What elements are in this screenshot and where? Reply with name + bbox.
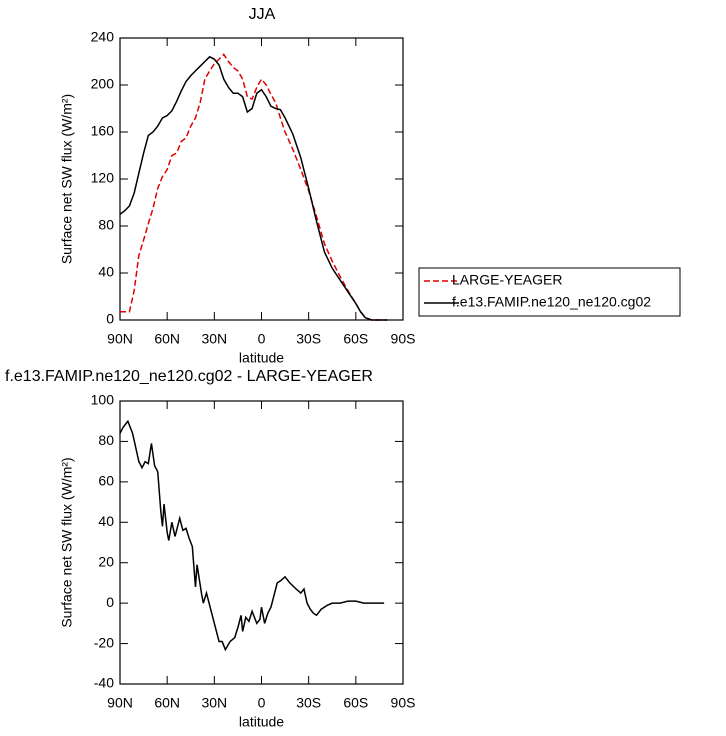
y-tick-label: 20 [98,553,114,569]
y-tick-label: -20 [94,634,114,650]
x-tick-label: 30S [296,695,321,711]
data-line [119,419,385,652]
y-tick-label: 60 [98,473,114,489]
x-tick-label: 60S [343,331,368,347]
y-tick-label: -40 [94,675,114,691]
y-tick-label: 120 [91,170,115,186]
x-tick-label: 30S [296,331,321,347]
plot-frame [119,400,404,685]
y-tick-label: 160 [91,123,115,139]
x-tick-label: 90N [107,331,133,347]
x-tick-label: 90N [107,695,133,711]
legend-label: f.e13.FAMIP.ne120_ne120.cg02 [452,294,651,310]
legend-label: LARGE-YEAGER [452,272,562,288]
y-tick-label: 40 [98,264,114,280]
y-axis-label: Surface net SW flux (W/m²) [59,94,75,264]
x-axis-label: latitude [239,714,284,730]
legend-box [418,267,681,317]
x-tick-label: 30N [201,695,227,711]
x-axis-label: latitude [239,350,284,366]
x-tick-label: 90S [391,695,416,711]
x-tick-label: 30N [201,331,227,347]
y-tick-label: 80 [98,432,114,448]
y-axis-label: Surface net SW flux (W/m²) [59,457,75,627]
data-line [120,53,388,321]
y-tick-label: 100 [91,392,115,408]
x-tick-label: 90S [391,331,416,347]
chart-title: f.e13.FAMIP.ne120_ne120.cg02 - LARGE-YEA… [5,368,373,385]
y-tick-label: 240 [91,29,115,45]
y-tick-label: 0 [106,311,114,327]
x-tick-label: 60N [154,331,180,347]
y-tick-label: 200 [91,76,115,92]
y-tick-label: 80 [98,217,114,233]
data-line [119,55,388,321]
x-tick-label: 0 [258,331,266,347]
x-tick-label: 60S [343,695,368,711]
y-tick-label: 40 [98,513,114,529]
y-tick-label: 0 [106,594,114,610]
x-tick-label: 0 [258,695,266,711]
chart-title: JJA [249,6,276,23]
x-tick-label: 60N [154,695,180,711]
